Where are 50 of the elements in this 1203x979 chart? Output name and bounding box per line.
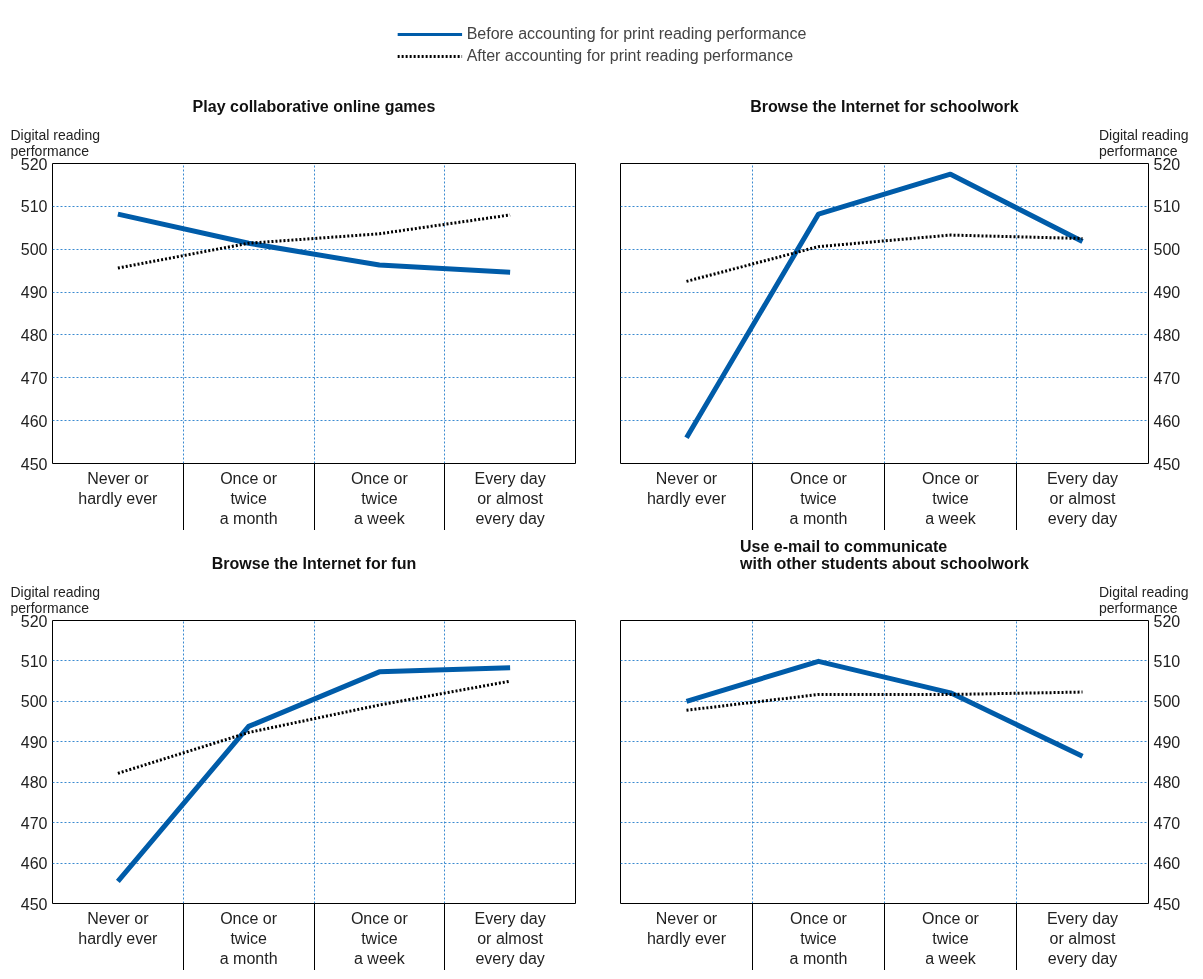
x-tick-label: Never or hardly ever	[646, 469, 727, 507]
y-tick-label: 500	[20, 693, 48, 711]
y-tick-label: 460	[1153, 412, 1181, 430]
x-tick-label: Once or twice a week	[922, 469, 980, 528]
y-tick-label: 480	[1153, 326, 1181, 344]
x-tick-label: Never or hardly ever	[78, 909, 159, 947]
y-tick-label: 460	[20, 412, 48, 430]
y-tick-label: 470	[20, 369, 48, 387]
y-tick-label: 510	[1153, 198, 1181, 216]
y-tick-label: 470	[1153, 814, 1181, 832]
chart-title: Browse the Internet for schoolwork	[750, 97, 1019, 115]
y-tick-label: 450	[20, 455, 48, 473]
chart-title: Use e-mail to communicate with other students about schoolwork	[739, 537, 1030, 572]
x-tick-label: Once or twice a week	[350, 909, 409, 968]
legend-label: After accounting for print reading performance	[466, 47, 794, 65]
y-tick-label: 470	[1153, 369, 1181, 387]
x-tick-label: Once or twice a month	[789, 909, 848, 968]
y-tick-label: 450	[1153, 895, 1181, 913]
y-tick-label: 500	[1153, 693, 1181, 711]
y-tick-label: 480	[1153, 774, 1181, 792]
x-tick-label: Every day or almost every day	[474, 909, 546, 968]
y-tick-label: 490	[20, 733, 48, 751]
y-tick-label: 460	[20, 855, 48, 873]
y-tick-label: 490	[1153, 733, 1181, 751]
x-tick-label: Every day or almost every day	[474, 469, 546, 528]
x-tick-label: Once or twice a month	[219, 469, 278, 528]
y-tick-label: 480	[20, 774, 48, 792]
y-tick-label: 510	[20, 652, 48, 670]
y-tick-label: 450	[20, 895, 48, 913]
y-tick-label: 460	[1153, 855, 1181, 873]
y-tick-label: 500	[1153, 241, 1181, 259]
y-tick-label: 490	[20, 284, 48, 302]
x-tick-label: Never or hardly ever	[646, 909, 727, 947]
y-tick-label: 470	[20, 814, 48, 832]
x-tick-label: Once or twice a week	[350, 469, 409, 528]
y-tick-label: 490	[1153, 284, 1181, 302]
x-tick-label: Every day or almost every day	[1046, 909, 1119, 968]
x-tick-label: Once or twice a week	[922, 909, 980, 968]
y-tick-label: 450	[1153, 455, 1181, 473]
x-tick-label: Every day or almost every day	[1046, 469, 1119, 528]
y-tick-label: 500	[20, 241, 48, 259]
legend-label: Before accounting for print reading performance	[466, 25, 807, 43]
y-tick-label: 480	[20, 326, 48, 344]
x-tick-label: Once or twice a month	[219, 909, 278, 968]
chart-title: Browse the Internet for fun	[211, 554, 417, 572]
y-tick-label: 510	[1153, 652, 1181, 670]
chart-title: Play collaborative online games	[192, 97, 436, 115]
y-tick-label: 510	[20, 198, 48, 216]
x-tick-label: Once or twice a month	[789, 469, 848, 528]
x-tick-label: Never or hardly ever	[78, 469, 159, 507]
